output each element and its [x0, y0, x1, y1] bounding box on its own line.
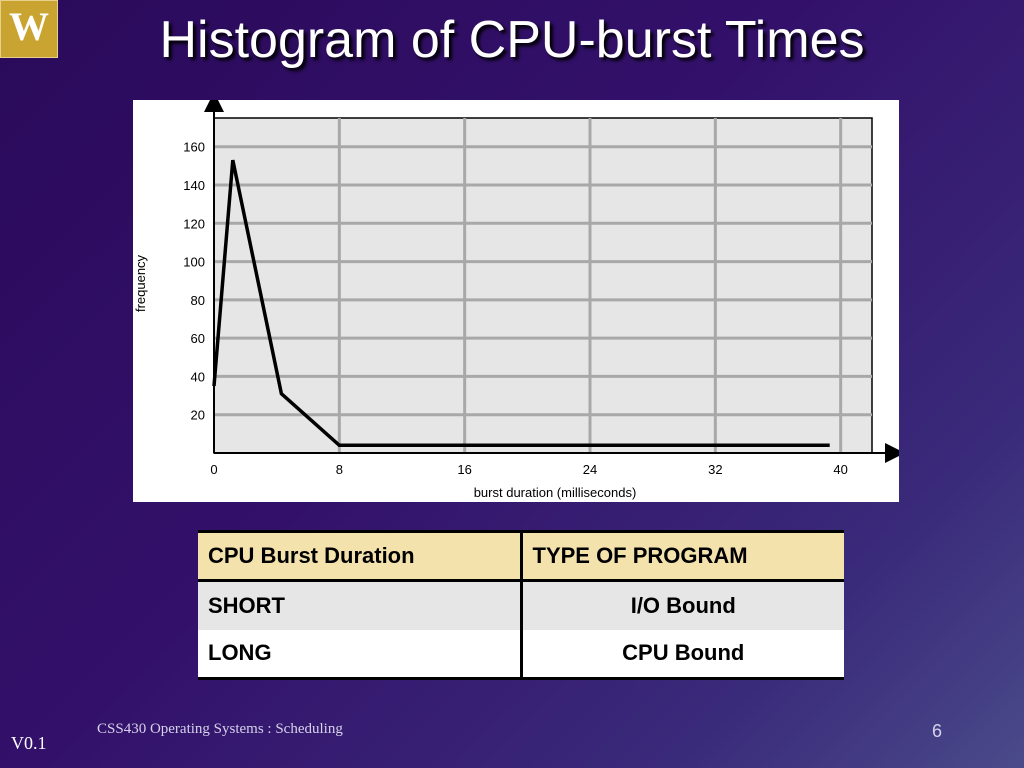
plot-area	[213, 117, 873, 454]
x-tick-label: 16	[457, 462, 471, 477]
y-tick-label: 80	[191, 293, 205, 308]
footer-course-title: CSS430 Operating Systems : Scheduling	[97, 721, 343, 737]
burst-type-table: CPU Burst Duration TYPE OF PROGRAM SHORT…	[198, 530, 844, 680]
table-cell: CPU Bound	[622, 640, 745, 666]
y-tick-label: 40	[191, 369, 205, 384]
y-tick-label: 160	[183, 140, 205, 155]
table-header-cell: CPU Burst Duration	[198, 531, 523, 581]
table-header-cell: TYPE OF PROGRAM	[532, 543, 748, 568]
histogram-chart: 0 8 16 24 32 40 20 40 60 80 100 120 140 160 burst dura…	[133, 100, 899, 502]
table-cell: SHORT	[198, 580, 523, 630]
x-tick-label: 40	[833, 462, 847, 477]
x-axis-label: burst duration (milliseconds)	[474, 485, 637, 500]
y-axis-label: frequency	[133, 254, 148, 312]
y-tick-label: 100	[183, 255, 205, 270]
university-logo: W	[0, 0, 58, 58]
x-tick-label: 0	[210, 462, 217, 477]
page-number: 6	[932, 721, 943, 741]
y-tick-label: 20	[191, 408, 205, 423]
chart-svg: 0 8 16 24 32 40 20 40 60 80 100 120 140 160 burst dura…	[133, 100, 899, 500]
x-tick-label: 8	[336, 462, 343, 477]
table-cell: I/O Bound	[630, 592, 736, 618]
slide-title: Histogram of CPU-burst Times	[159, 11, 865, 69]
y-tick-label: 60	[191, 331, 205, 346]
table-row: LONG CPU Bound	[198, 629, 844, 679]
y-tick-label: 120	[183, 216, 205, 231]
table-row: SHORT I/O Bound	[198, 580, 844, 630]
y-tick-label: 140	[183, 178, 205, 193]
logo-letter: W	[9, 4, 49, 49]
table-cell: LONG	[198, 629, 523, 679]
x-tick-label: 32	[708, 462, 722, 477]
x-tick-label: 24	[583, 462, 597, 477]
burst-type-table-wrapper: CPU Burst Duration TYPE OF PROGRAM SHORT…	[198, 530, 844, 680]
table-header-row: CPU Burst Duration TYPE OF PROGRAM	[198, 531, 844, 581]
version-label: V0.1	[11, 733, 47, 753]
series-line	[212, 159, 830, 448]
